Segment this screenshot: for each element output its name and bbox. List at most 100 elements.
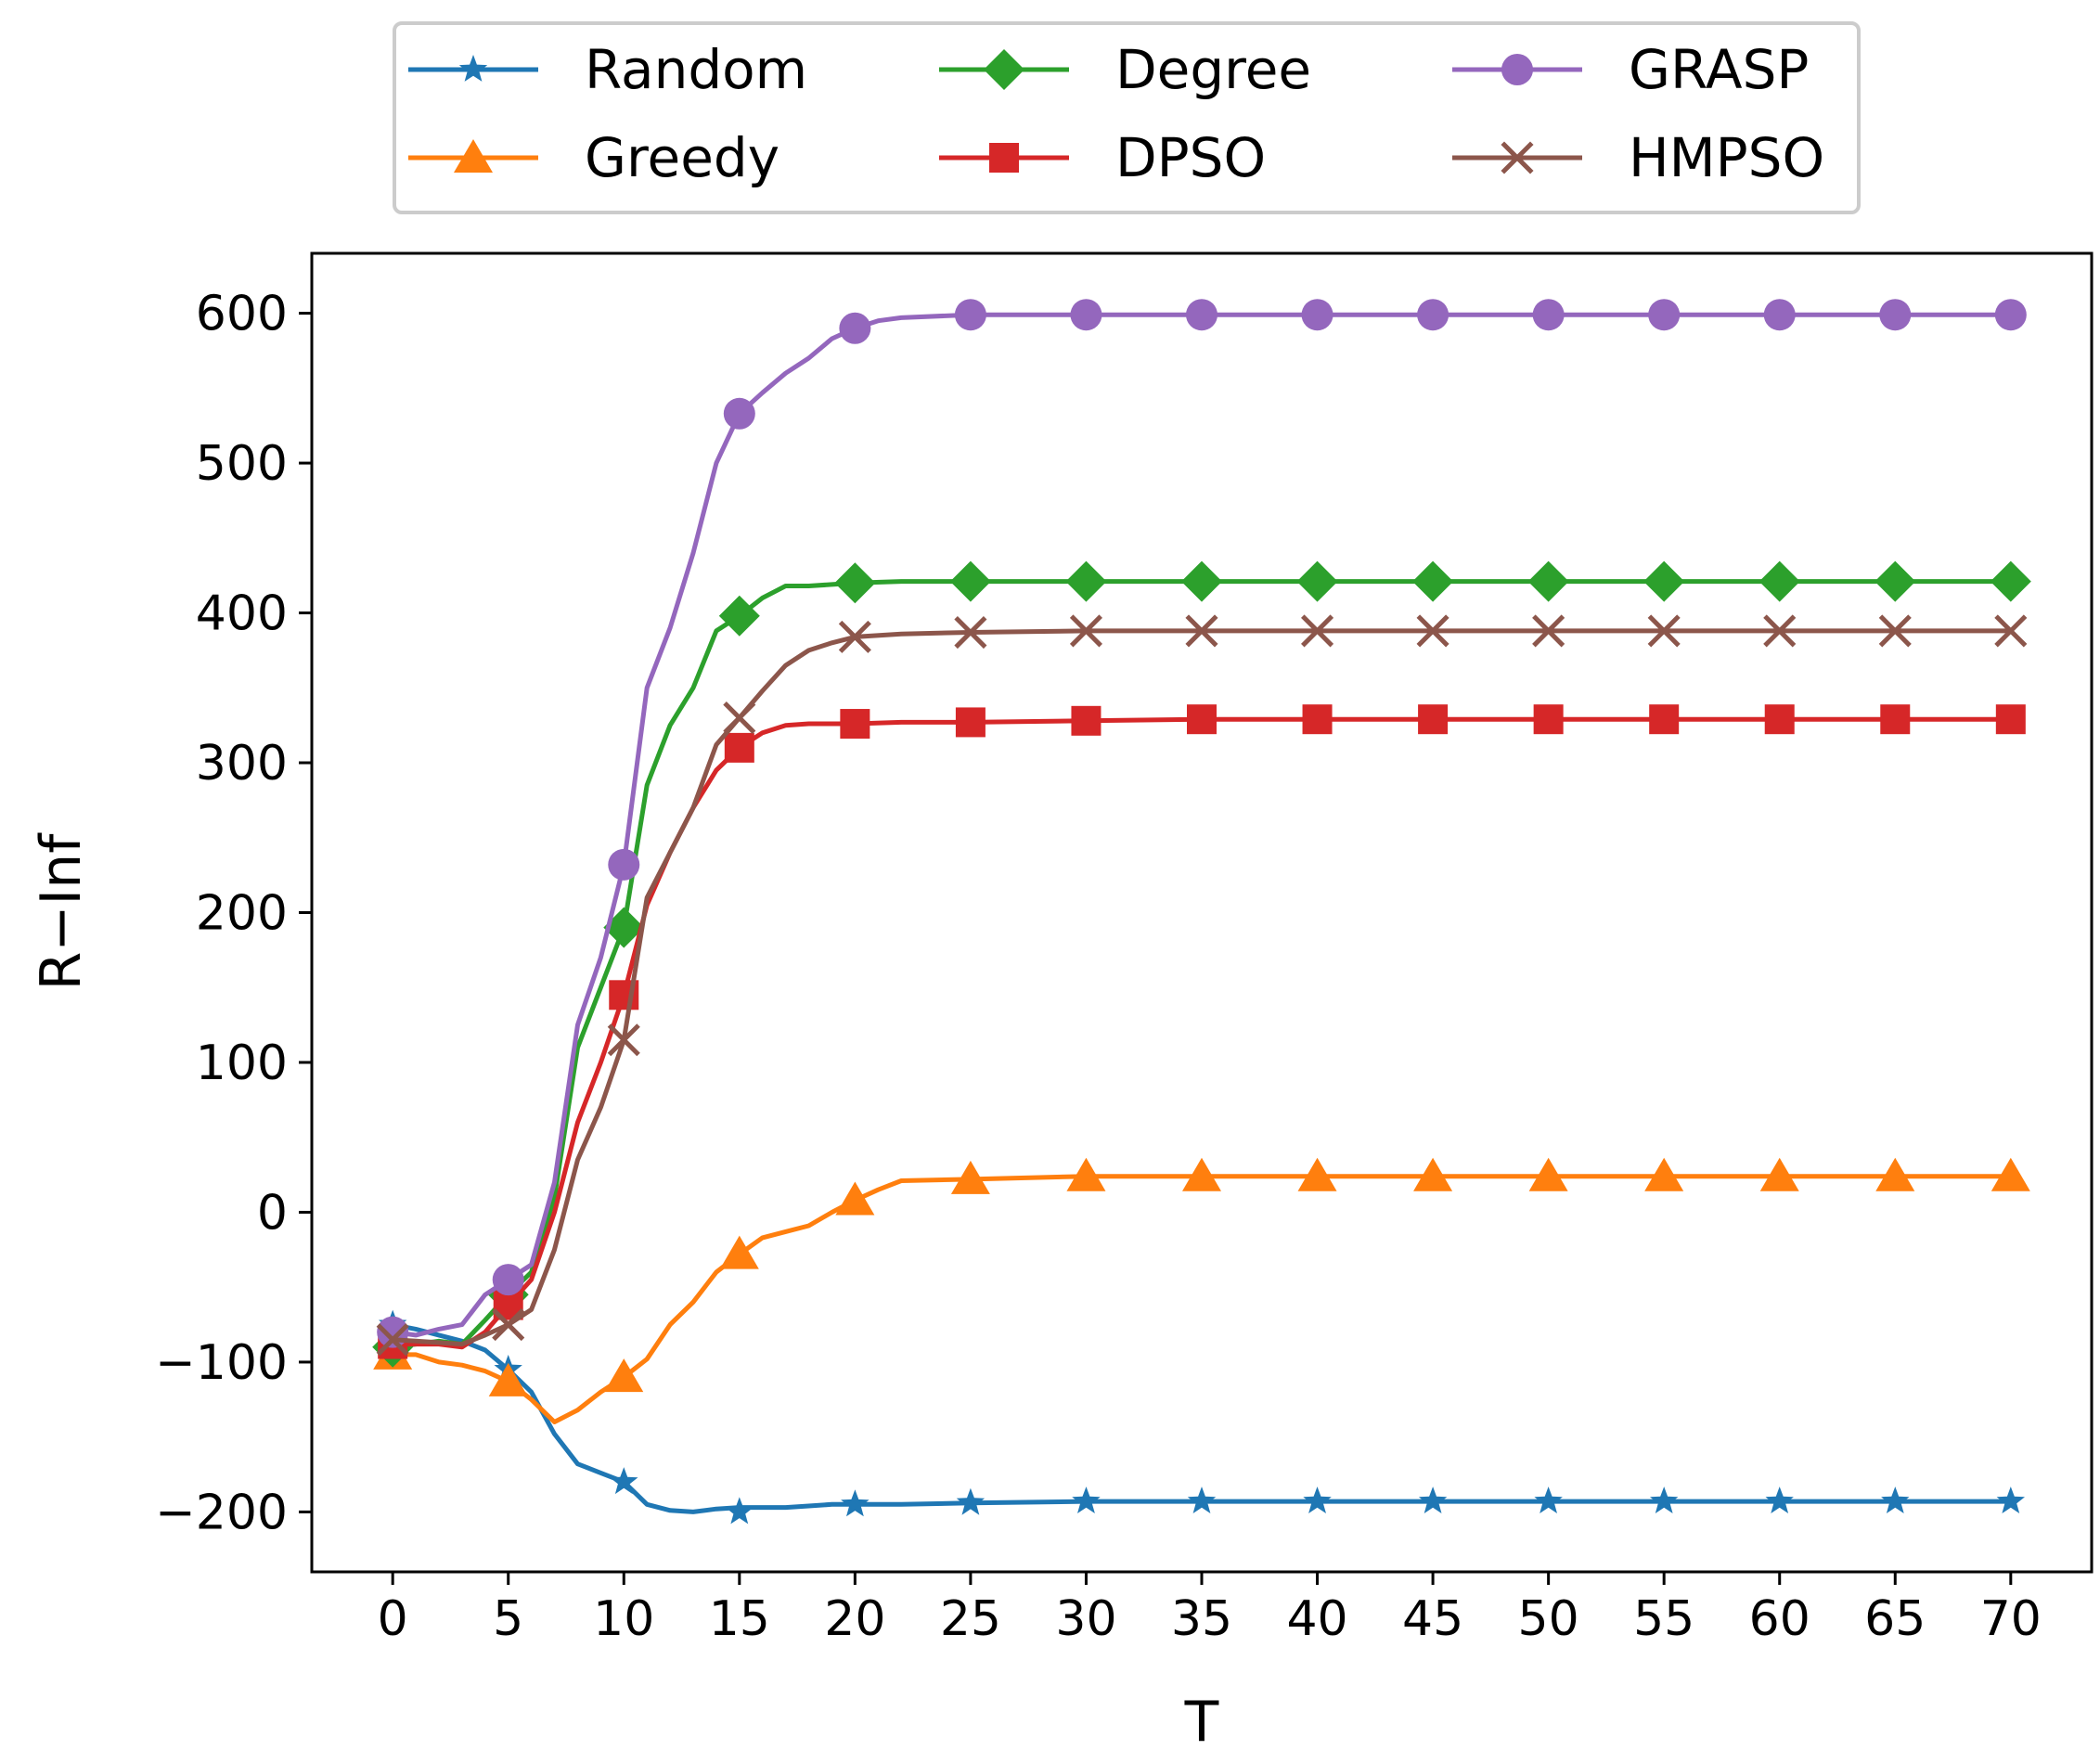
data-point-degree bbox=[1990, 560, 2031, 602]
data-point-greedy bbox=[604, 1358, 644, 1393]
data-point-random bbox=[1303, 1486, 1332, 1513]
legend-label-degree: Degree bbox=[1115, 38, 1311, 101]
data-point-hmpso bbox=[492, 1308, 525, 1342]
data-point-random bbox=[1881, 1486, 1910, 1513]
data-point-hmpso bbox=[1647, 614, 1681, 648]
data-point-grasp bbox=[839, 312, 871, 344]
data-point-random bbox=[725, 1497, 754, 1525]
y-tick-label: 200 bbox=[196, 886, 288, 942]
data-point-greedy bbox=[719, 1235, 759, 1269]
legend-label-dpso: DPSO bbox=[1115, 126, 1266, 189]
data-point-degree bbox=[834, 562, 876, 604]
x-tick-label: 25 bbox=[940, 1591, 1001, 1647]
data-point-grasp bbox=[1648, 299, 1681, 331]
data-point-greedy bbox=[1413, 1157, 1453, 1191]
legend-marker-random bbox=[458, 55, 488, 82]
series-hmpso bbox=[376, 614, 2028, 1357]
data-point-degree bbox=[1181, 560, 1222, 602]
data-point-grasp bbox=[377, 1316, 409, 1348]
data-point-hmpso bbox=[838, 620, 871, 653]
data-point-greedy bbox=[1066, 1157, 1106, 1191]
legend-marker-greedy bbox=[454, 139, 493, 173]
data-point-greedy bbox=[1182, 1157, 1221, 1191]
y-tick-label: 600 bbox=[196, 287, 288, 342]
data-point-dpso bbox=[1995, 704, 2026, 735]
data-point-degree bbox=[1065, 560, 1107, 602]
legend-marker-dpso bbox=[989, 143, 1019, 173]
series-greedy bbox=[373, 1157, 2030, 1424]
data-point-dpso bbox=[955, 707, 986, 738]
data-point-greedy bbox=[1644, 1157, 1684, 1191]
data-point-grasp bbox=[1301, 299, 1333, 331]
y-tick-label: −100 bbox=[155, 1335, 288, 1391]
series-grasp bbox=[377, 299, 2027, 1348]
legend-item-degree: Degree bbox=[939, 38, 1311, 101]
data-point-hmpso bbox=[1185, 614, 1218, 648]
data-point-random bbox=[956, 1487, 986, 1515]
data-point-dpso bbox=[1071, 705, 1102, 736]
data-point-grasp bbox=[1186, 299, 1217, 331]
data-point-greedy bbox=[1528, 1157, 1568, 1191]
data-point-random bbox=[1418, 1486, 1448, 1513]
x-tick-label: 15 bbox=[709, 1591, 770, 1647]
legend-item-dpso: DPSO bbox=[939, 126, 1266, 189]
data-point-degree bbox=[1875, 560, 1916, 602]
x-tick-label: 45 bbox=[1402, 1591, 1463, 1647]
data-point-random bbox=[1187, 1486, 1217, 1513]
data-point-hmpso bbox=[1532, 614, 1565, 648]
data-point-hmpso bbox=[1994, 614, 2028, 648]
data-point-dpso bbox=[840, 709, 870, 740]
x-tick-label: 20 bbox=[824, 1591, 885, 1647]
data-point-hmpso bbox=[1416, 614, 1449, 648]
data-point-greedy bbox=[488, 1362, 528, 1396]
x-tick-label: 65 bbox=[1864, 1591, 1926, 1647]
legend-label-greedy: Greedy bbox=[585, 126, 779, 189]
x-axis-label: T bbox=[1184, 1690, 1219, 1755]
data-point-grasp bbox=[1417, 299, 1449, 331]
y-axis-label: R−Inf bbox=[29, 832, 94, 991]
data-point-grasp bbox=[1879, 299, 1912, 331]
x-tick-label: 35 bbox=[1171, 1591, 1232, 1647]
data-point-random bbox=[841, 1489, 870, 1517]
data-point-greedy bbox=[1875, 1157, 1915, 1191]
x-tick-label: 60 bbox=[1749, 1591, 1810, 1647]
data-point-degree bbox=[1412, 560, 1454, 602]
data-point-hmpso bbox=[1763, 614, 1797, 648]
y-axis: −200 −100 0 100 200 300 400 500 600 bbox=[155, 287, 312, 1540]
legend-marker-grasp bbox=[1501, 54, 1533, 85]
data-point-degree bbox=[1643, 560, 1685, 602]
data-point-dpso bbox=[1187, 704, 1217, 735]
legend-label-random: Random bbox=[585, 38, 807, 101]
data-point-degree bbox=[1527, 560, 1569, 602]
data-point-random bbox=[1072, 1486, 1101, 1513]
data-point-random bbox=[1650, 1486, 1679, 1513]
x-tick-label: 5 bbox=[493, 1591, 523, 1647]
data-point-greedy bbox=[1759, 1157, 1799, 1191]
data-point-hmpso bbox=[954, 616, 987, 650]
legend-label-grasp: GRASP bbox=[1629, 38, 1809, 101]
data-point-hmpso bbox=[723, 701, 756, 735]
data-point-degree bbox=[1296, 560, 1338, 602]
legend-item-grasp: GRASP bbox=[1452, 38, 1809, 101]
data-point-random bbox=[1534, 1486, 1563, 1513]
data-point-grasp bbox=[954, 299, 986, 331]
data-point-dpso bbox=[1649, 704, 1680, 735]
x-tick-label: 70 bbox=[1980, 1591, 2042, 1647]
data-point-dpso bbox=[1302, 704, 1333, 735]
data-point-grasp bbox=[1994, 299, 2027, 331]
legend-item-greedy: Greedy bbox=[408, 126, 779, 189]
legend-item-hmpso: HMPSO bbox=[1452, 126, 1824, 189]
data-point-hmpso bbox=[376, 1323, 409, 1357]
legend-marker-degree bbox=[984, 49, 1024, 90]
data-point-grasp bbox=[1763, 299, 1796, 331]
data-point-random bbox=[1996, 1486, 2025, 1513]
data-point-grasp bbox=[1070, 299, 1102, 331]
legend-label-hmpso: HMPSO bbox=[1629, 126, 1824, 189]
y-tick-label: 100 bbox=[196, 1036, 288, 1091]
data-point-hmpso bbox=[1878, 614, 1912, 648]
series-layer bbox=[372, 299, 2031, 1525]
x-tick-label: 10 bbox=[593, 1591, 654, 1647]
data-point-grasp bbox=[492, 1264, 524, 1296]
data-point-degree bbox=[1759, 560, 1800, 602]
